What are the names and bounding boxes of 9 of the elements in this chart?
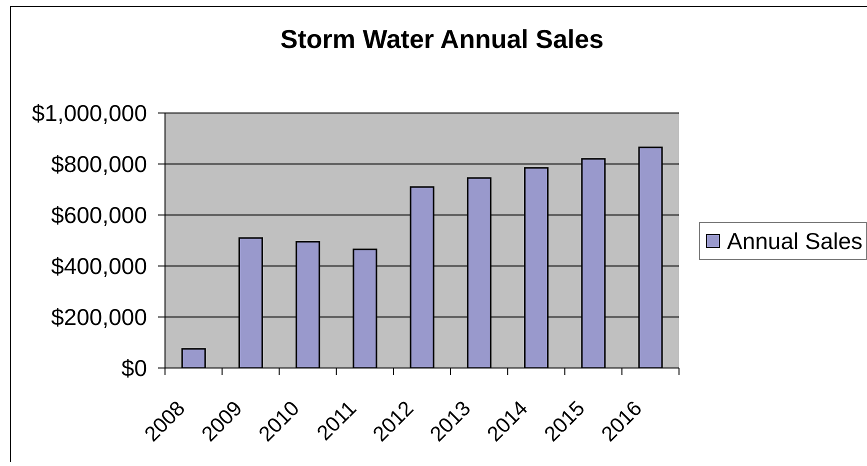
legend-label: Annual Sales [727, 228, 863, 254]
y-tick-label: $600,000 [51, 202, 147, 228]
chart-title: Storm Water Annual Sales [279, 24, 605, 55]
y-tick-label: $0 [121, 355, 147, 382]
y-tick-label: $400,000 [51, 253, 147, 280]
y-tick-label: $800,000 [51, 151, 147, 178]
y-tick-label: $200,000 [51, 304, 147, 330]
y-tick-label: $1,000,000 [32, 100, 147, 126]
bar [181, 348, 206, 368]
